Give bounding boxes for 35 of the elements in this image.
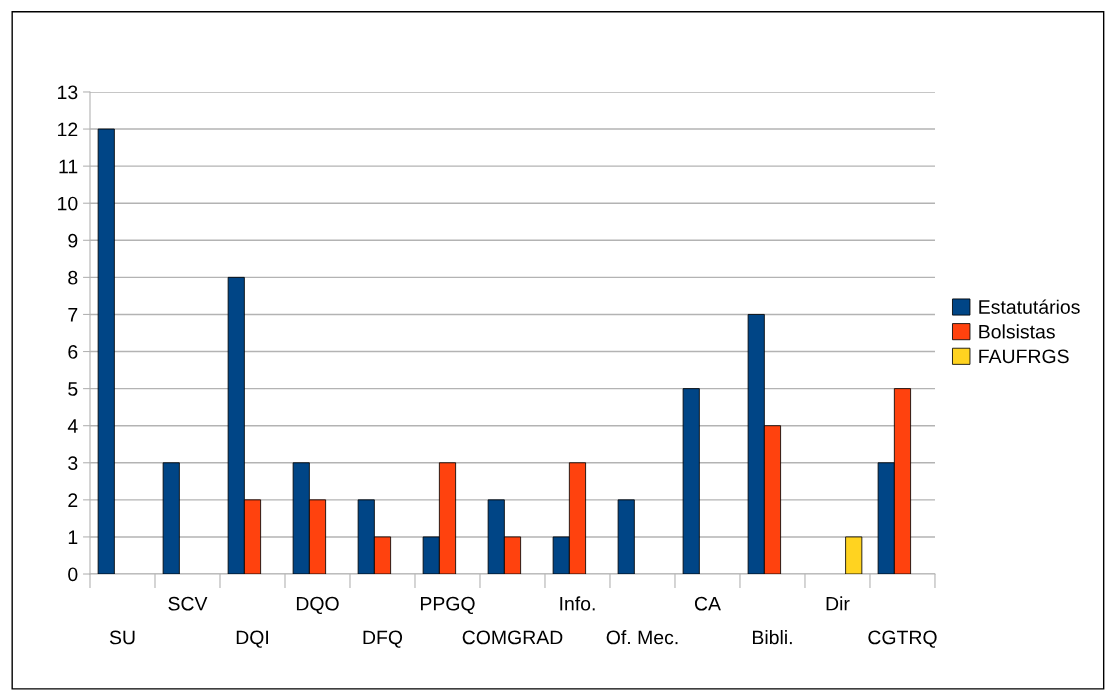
bar <box>682 388 700 575</box>
y-tick-label: 3 <box>68 456 78 471</box>
x-tick-label: Dir <box>826 596 850 611</box>
legend-label: Bolsistas <box>979 324 1055 339</box>
y-tick-label: 8 <box>68 270 78 285</box>
y-tick-label: 6 <box>68 345 78 359</box>
x-tick-label: COMGRAD <box>462 630 563 645</box>
x-tick-label: DFQ <box>363 630 403 648</box>
y-tick-label: 4 <box>67 419 78 433</box>
x-tick-label: Bibli. <box>753 630 792 645</box>
x-tick-label: SCV <box>168 596 208 611</box>
legend-label: Estatutários <box>979 299 1080 314</box>
y-tick-label: 5 <box>68 382 78 396</box>
y-tick-label: 0 <box>68 567 78 582</box>
bar <box>617 499 635 575</box>
legend-label: FAUFRGS <box>979 349 1069 364</box>
x-tick-label: SU <box>109 630 135 645</box>
bar <box>845 536 863 575</box>
x-tick-label: DQI <box>236 630 268 648</box>
x-tick-label: CGTRQ <box>868 630 937 648</box>
x-tick-label: Info. <box>560 596 595 611</box>
y-tick-label: 12 <box>58 122 78 137</box>
y-tick-label: 1 <box>68 530 78 544</box>
y-tick-label: 9 <box>68 233 78 248</box>
x-tick-label: CA <box>694 596 721 611</box>
y-tick-label: 2 <box>68 493 78 507</box>
bar <box>97 128 115 575</box>
bar <box>162 462 180 575</box>
y-tick-label: 13 <box>58 85 78 100</box>
y-tick-label: 10 <box>58 196 78 211</box>
x-tick-label: DQO <box>296 596 339 615</box>
y-tick-label: 7 <box>68 308 78 322</box>
x-tick-label: PPGQ <box>420 596 475 615</box>
y-tick-label: 11 <box>59 159 78 174</box>
x-tick-label: Of. Mec. <box>606 630 678 645</box>
